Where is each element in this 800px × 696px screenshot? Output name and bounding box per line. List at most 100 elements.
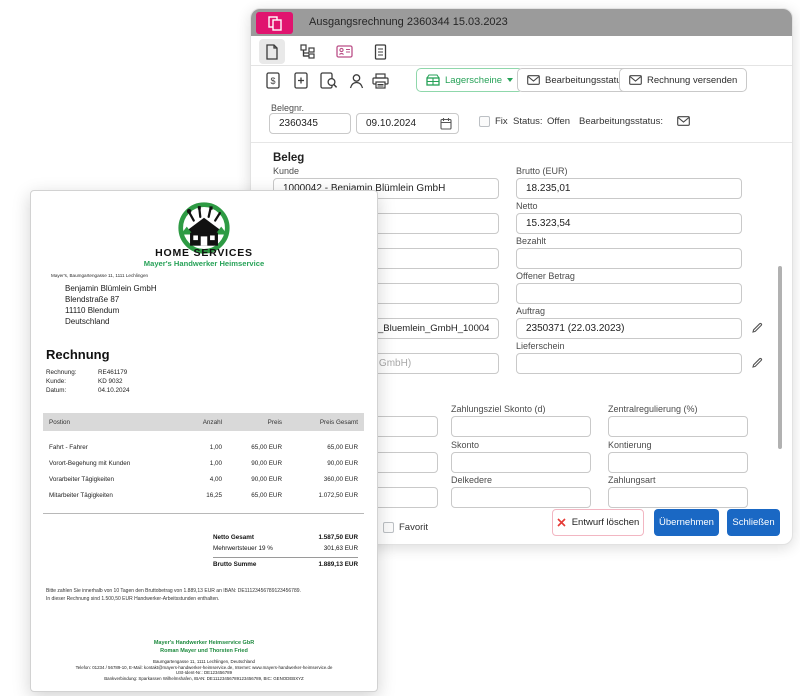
netto-gesamt-value: 1.587,50 EUR (318, 534, 358, 541)
cell-anzahl: 1,00 (209, 443, 222, 451)
col-preis-gesamt: Preis Gesamt (319, 418, 358, 426)
zentralregulierung-input[interactable] (608, 416, 748, 437)
mwst-label: Mehrwertsteuer 19 % (213, 545, 273, 552)
offener-betrag-label: Offener Betrag (516, 271, 575, 281)
lagerscheine-button[interactable]: Lagerscheine (416, 68, 524, 92)
kontierung-input[interactable] (608, 452, 748, 473)
offener-betrag-input[interactable] (516, 283, 742, 304)
cell-preis: 90,00 EUR (251, 475, 282, 483)
fix-checkbox[interactable] (479, 116, 490, 127)
totals-block: Netto Gesamt 1.587,50 EUR Mehrwertsteuer… (213, 532, 358, 568)
payment-note-line2: In dieser Rechnung sind 1.500,50 EUR Han… (46, 596, 220, 602)
belegnr-input[interactable] (269, 113, 351, 134)
col-preis: Preis (267, 418, 282, 426)
auftrag-label: Auftrag (516, 306, 546, 316)
rechnung-versenden-button[interactable]: Rechnung versenden (619, 68, 748, 92)
tab-document-details[interactable] (367, 39, 393, 64)
dialog-scrollbar-thumb[interactable] (778, 266, 782, 449)
meta-value: KD 9032 (98, 378, 123, 385)
toolbar-document-add-button[interactable] (289, 69, 313, 92)
x-icon (557, 518, 566, 527)
toolbar-preview-button[interactable] (317, 69, 341, 92)
col-anzahl: Anzahl (202, 418, 222, 426)
cell-anzahl: 4,00 (209, 475, 222, 483)
auftrag-edit-pencil-icon[interactable] (749, 320, 765, 336)
cell-position: Mitarbeiter Tägigkeiten (49, 491, 113, 499)
footer-vat: USt-Ident-Nr.: DE123456789 (175, 670, 233, 676)
payment-note-line1: Bitte zahlen Sie innerhalb von 10 Tagen … (46, 588, 301, 594)
hierarchy-icon (300, 44, 315, 59)
favorit-checkbox[interactable] (383, 522, 394, 533)
table-row: Vorort-Begehung mit Kunden 1,00 90,00 EU… (43, 455, 364, 471)
brutto-label: Brutto (EUR) (516, 166, 568, 176)
delkedere-label: Delkedere (451, 475, 493, 485)
zahlungsart-label: Zahlungsart (608, 475, 656, 485)
document-list-icon (374, 43, 386, 60)
cell-preis-gesamt: 65,00 EUR (327, 443, 358, 451)
cell-preis: 65,00 EUR (251, 491, 282, 499)
toolbar-document-payment-button[interactable]: $ (261, 69, 285, 92)
bearbeitungsstatus-label: Bearbeitungsstatus: (579, 116, 663, 127)
schliessen-label: Schließen (732, 517, 775, 528)
bezahlt-input[interactable] (516, 248, 742, 269)
recipient-address: Benjamin Blümlein GmbH Blendstraße 87 11… (65, 283, 157, 327)
toolbar-print-button[interactable] (368, 69, 392, 92)
bezahlt-label: Bezahlt (516, 236, 547, 246)
dialog-tabs (251, 37, 792, 66)
tab-contact-card[interactable] (331, 39, 357, 64)
payment-note: Bitte zahlen Sie innerhalb von 10 Tagen … (46, 587, 301, 603)
lieferschein-input[interactable] (516, 353, 742, 374)
belegnr-label: Belegnr. (271, 103, 305, 113)
recipient-name: Benjamin Blümlein GmbH (65, 284, 157, 293)
zahlungsziel-label: Zahlungsziel Skonto (d) (451, 404, 546, 414)
brutto-summe-value: 1.889,13 EUR (318, 561, 358, 568)
documents-app-icon (256, 12, 293, 34)
recipient-city: 11110 Blendum (65, 306, 120, 315)
table-row: Fahrt - Fahrer 1,00 65,00 EUR 65,00 EUR (43, 439, 364, 455)
netto-input[interactable] (516, 213, 742, 234)
tab-hierarchy[interactable] (295, 39, 321, 64)
col-position: Postion (49, 418, 71, 426)
footer-contact: Telefon: 01234 / 56789-10, E-Mail: konta… (75, 664, 333, 670)
uebernehmen-button[interactable]: Übernehmen (654, 509, 719, 536)
delkedere-input[interactable] (451, 487, 591, 508)
entwurf-loeschen-button[interactable]: Entwurf löschen (552, 509, 644, 536)
cell-anzahl: 16,25 (206, 491, 222, 499)
footer-owners: Roman Mayer und Thorsten Fried (160, 647, 248, 654)
kunde-label: Kunde (273, 166, 300, 176)
netto-label: Netto (516, 201, 538, 211)
zahlungsziel-input[interactable] (451, 416, 591, 437)
printer-icon (371, 72, 389, 89)
document-dollar-icon: $ (266, 72, 280, 89)
entwurf-loeschen-label: Entwurf löschen (571, 517, 640, 528)
dialog-titlebar[interactable]: Ausgangsrechnung 2360344 15.03.2023 (251, 9, 792, 36)
schliessen-button[interactable]: Schließen (727, 509, 780, 536)
skonto-input[interactable] (451, 452, 591, 473)
invoice-preview: HOME SERVICES Mayer's Handwerker Heimser… (30, 190, 378, 692)
zahlungsart-input[interactable] (608, 487, 748, 508)
cell-position: Vorort-Begehung mit Kunden (49, 459, 131, 467)
brutto-input[interactable] (516, 178, 742, 199)
brutto-summe-label: Brutto Summe (213, 561, 257, 568)
chevron-down-icon (507, 78, 514, 82)
status-value: Offen (547, 116, 571, 127)
auftrag-input[interactable] (516, 318, 742, 339)
cell-preis: 65,00 EUR (251, 443, 282, 451)
bearbeitungsstatus-button-label: Bearbeitungsstatus (545, 74, 627, 86)
line-items-table: Postion Anzahl Preis Preis Gesamt Fahrt … (43, 413, 364, 503)
recipient-country: Deutschland (65, 317, 110, 326)
lieferschein-edit-pencil-icon[interactable] (749, 355, 765, 371)
lagerscheine-label: Lagerscheine (445, 74, 503, 86)
toolbar-customer-button[interactable] (344, 69, 368, 92)
calendar-icon[interactable] (437, 115, 455, 132)
home-services-logo-icon (178, 202, 230, 254)
tab-document[interactable] (259, 39, 285, 64)
document-search-icon (320, 72, 338, 89)
fix-label: Fix (495, 116, 508, 127)
invoice-meta: Rechnung: RE461179 Kunde: KD 9032 Datum: 04… (46, 368, 130, 395)
bearbeitungsstatus-mail-icon[interactable] (675, 114, 692, 128)
beleg-date-input[interactable] (356, 113, 459, 134)
table-header-row: Postion Anzahl Preis Preis Gesamt (43, 413, 364, 431)
mail-icon (527, 75, 540, 85)
document-plus-icon (294, 72, 308, 89)
